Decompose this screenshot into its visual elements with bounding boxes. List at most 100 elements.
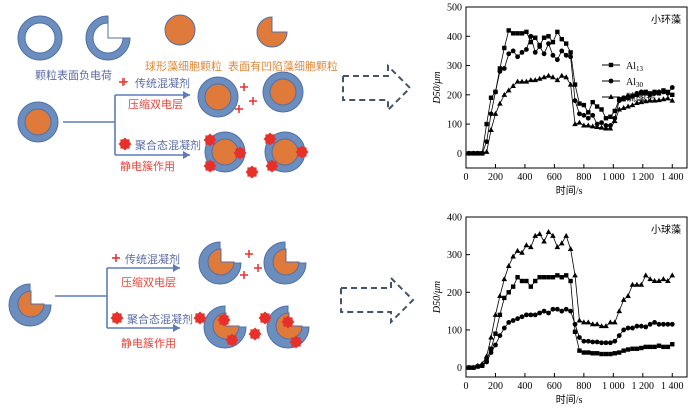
square-marker: [515, 275, 520, 280]
circle-marker: [497, 333, 503, 338]
square-marker: [661, 344, 666, 350]
x-tick-label: 800: [576, 172, 591, 183]
square-marker: [608, 62, 614, 68]
triangle-marker: [510, 83, 516, 89]
triangle-marker: [585, 319, 592, 325]
square-marker: [599, 107, 604, 112]
triangle-marker: [651, 97, 658, 103]
y-tick-label: 400: [447, 213, 462, 224]
circle-marker: [510, 318, 516, 323]
square-marker: [528, 39, 534, 45]
polymeric-coagulant-icon: [233, 146, 247, 160]
circle-marker: [493, 89, 498, 95]
circle-marker: [669, 85, 675, 90]
triangle-marker: [620, 104, 627, 110]
triangle-marker: [642, 272, 649, 278]
circle-marker: [625, 325, 631, 331]
polymeric-coagulant-icon: [225, 333, 239, 347]
circle-marker: [528, 312, 534, 318]
triangle-marker: [497, 293, 503, 299]
y-tick-label: 300: [447, 250, 462, 261]
square-marker: [639, 345, 644, 351]
square-marker: [594, 104, 600, 109]
circle-marker: [603, 340, 609, 346]
circle-marker: [643, 90, 649, 96]
circle-marker: [554, 306, 560, 312]
circle-marker: [621, 95, 627, 101]
series-Al30: [466, 33, 675, 156]
triangle-marker: [647, 97, 653, 103]
triangle-marker: [607, 125, 614, 131]
polymeric-coagulant-icon: [110, 311, 124, 325]
polymeric-coagulant-icon: [203, 159, 217, 173]
square-marker: [510, 284, 516, 289]
label-traditional-top: 传统混凝剂: [135, 77, 190, 90]
x-tick-label: 400: [517, 381, 532, 392]
square-marker: [519, 278, 525, 284]
square-marker: [533, 278, 538, 284]
x-tick-label: 200: [488, 172, 503, 183]
circle-marker: [466, 365, 472, 370]
square-marker: [497, 66, 503, 71]
label-polymeric-bottom: 聚合态混凝剂: [127, 313, 193, 326]
square-marker: [519, 31, 525, 36]
square-marker: [572, 329, 578, 335]
triangle-marker: [608, 94, 614, 99]
polymeric-coagulant-icon: [258, 311, 272, 325]
coagulant-plus-icon: [240, 83, 248, 91]
x-tick-label: 0: [464, 172, 469, 183]
triangle-marker: [656, 278, 662, 283]
circle-marker: [665, 321, 671, 327]
x-tick-label: 1 400: [661, 172, 684, 183]
square-marker: [599, 351, 604, 357]
circle-marker: [647, 321, 653, 327]
series-硫酸铝: [466, 72, 676, 156]
triangle-marker: [665, 95, 671, 101]
triangle-marker: [594, 321, 600, 327]
legend-label: Al13: [626, 61, 644, 73]
y-tick-label: 400: [447, 32, 462, 43]
triangle-marker: [581, 319, 587, 325]
square-marker: [643, 344, 648, 350]
label-spherical-cell: 球形藻细胞颗粒: [145, 60, 222, 73]
triangle-marker: [505, 262, 512, 268]
triangle-marker: [572, 121, 578, 127]
polymeric-coagulant-icon: [193, 311, 207, 325]
polymeric-coagulant-icon: [118, 137, 132, 151]
x-tick-label: 1 200: [632, 172, 655, 183]
triangle-marker: [550, 232, 556, 238]
square-marker: [617, 350, 622, 355]
triangle-marker: [523, 242, 530, 248]
triangle-marker: [528, 244, 534, 250]
square-marker: [625, 347, 631, 352]
polymeric-coagulant-icon: [203, 133, 217, 147]
plot-frame: [465, 6, 688, 169]
triangle-marker: [501, 276, 508, 282]
triangle-marker: [576, 317, 583, 323]
square-marker: [670, 342, 675, 347]
label-electrostatic-top: 静电簇作用: [120, 160, 175, 173]
triangle-marker: [558, 72, 565, 78]
triangle-marker: [514, 78, 521, 84]
legend-item: Al13: [602, 61, 644, 73]
label-negative-charge: 颗粒表面负电荷: [35, 69, 112, 82]
charged-dented-particle: [8, 283, 52, 327]
circle-marker: [515, 54, 520, 60]
dented-cell: [207, 248, 235, 276]
triangle-marker: [541, 74, 547, 80]
circle-marker: [669, 321, 675, 327]
x-tick-label: 600: [547, 172, 562, 183]
square-marker: [590, 99, 595, 105]
circle-marker: [652, 90, 657, 96]
legend-item: Al30: [602, 77, 644, 89]
polymeric-coagulant-icon: [281, 315, 295, 329]
dented-cell-icon: [256, 16, 288, 48]
circle-marker: [665, 90, 671, 96]
x-tick-label: 1 000: [602, 381, 625, 392]
polymeric-coagulant-icon: [245, 165, 259, 179]
circle-marker: [541, 51, 547, 57]
circle-marker: [475, 364, 481, 369]
square-marker: [555, 273, 560, 278]
triangle-marker: [585, 122, 592, 128]
x-tick-label: 600: [547, 381, 562, 392]
